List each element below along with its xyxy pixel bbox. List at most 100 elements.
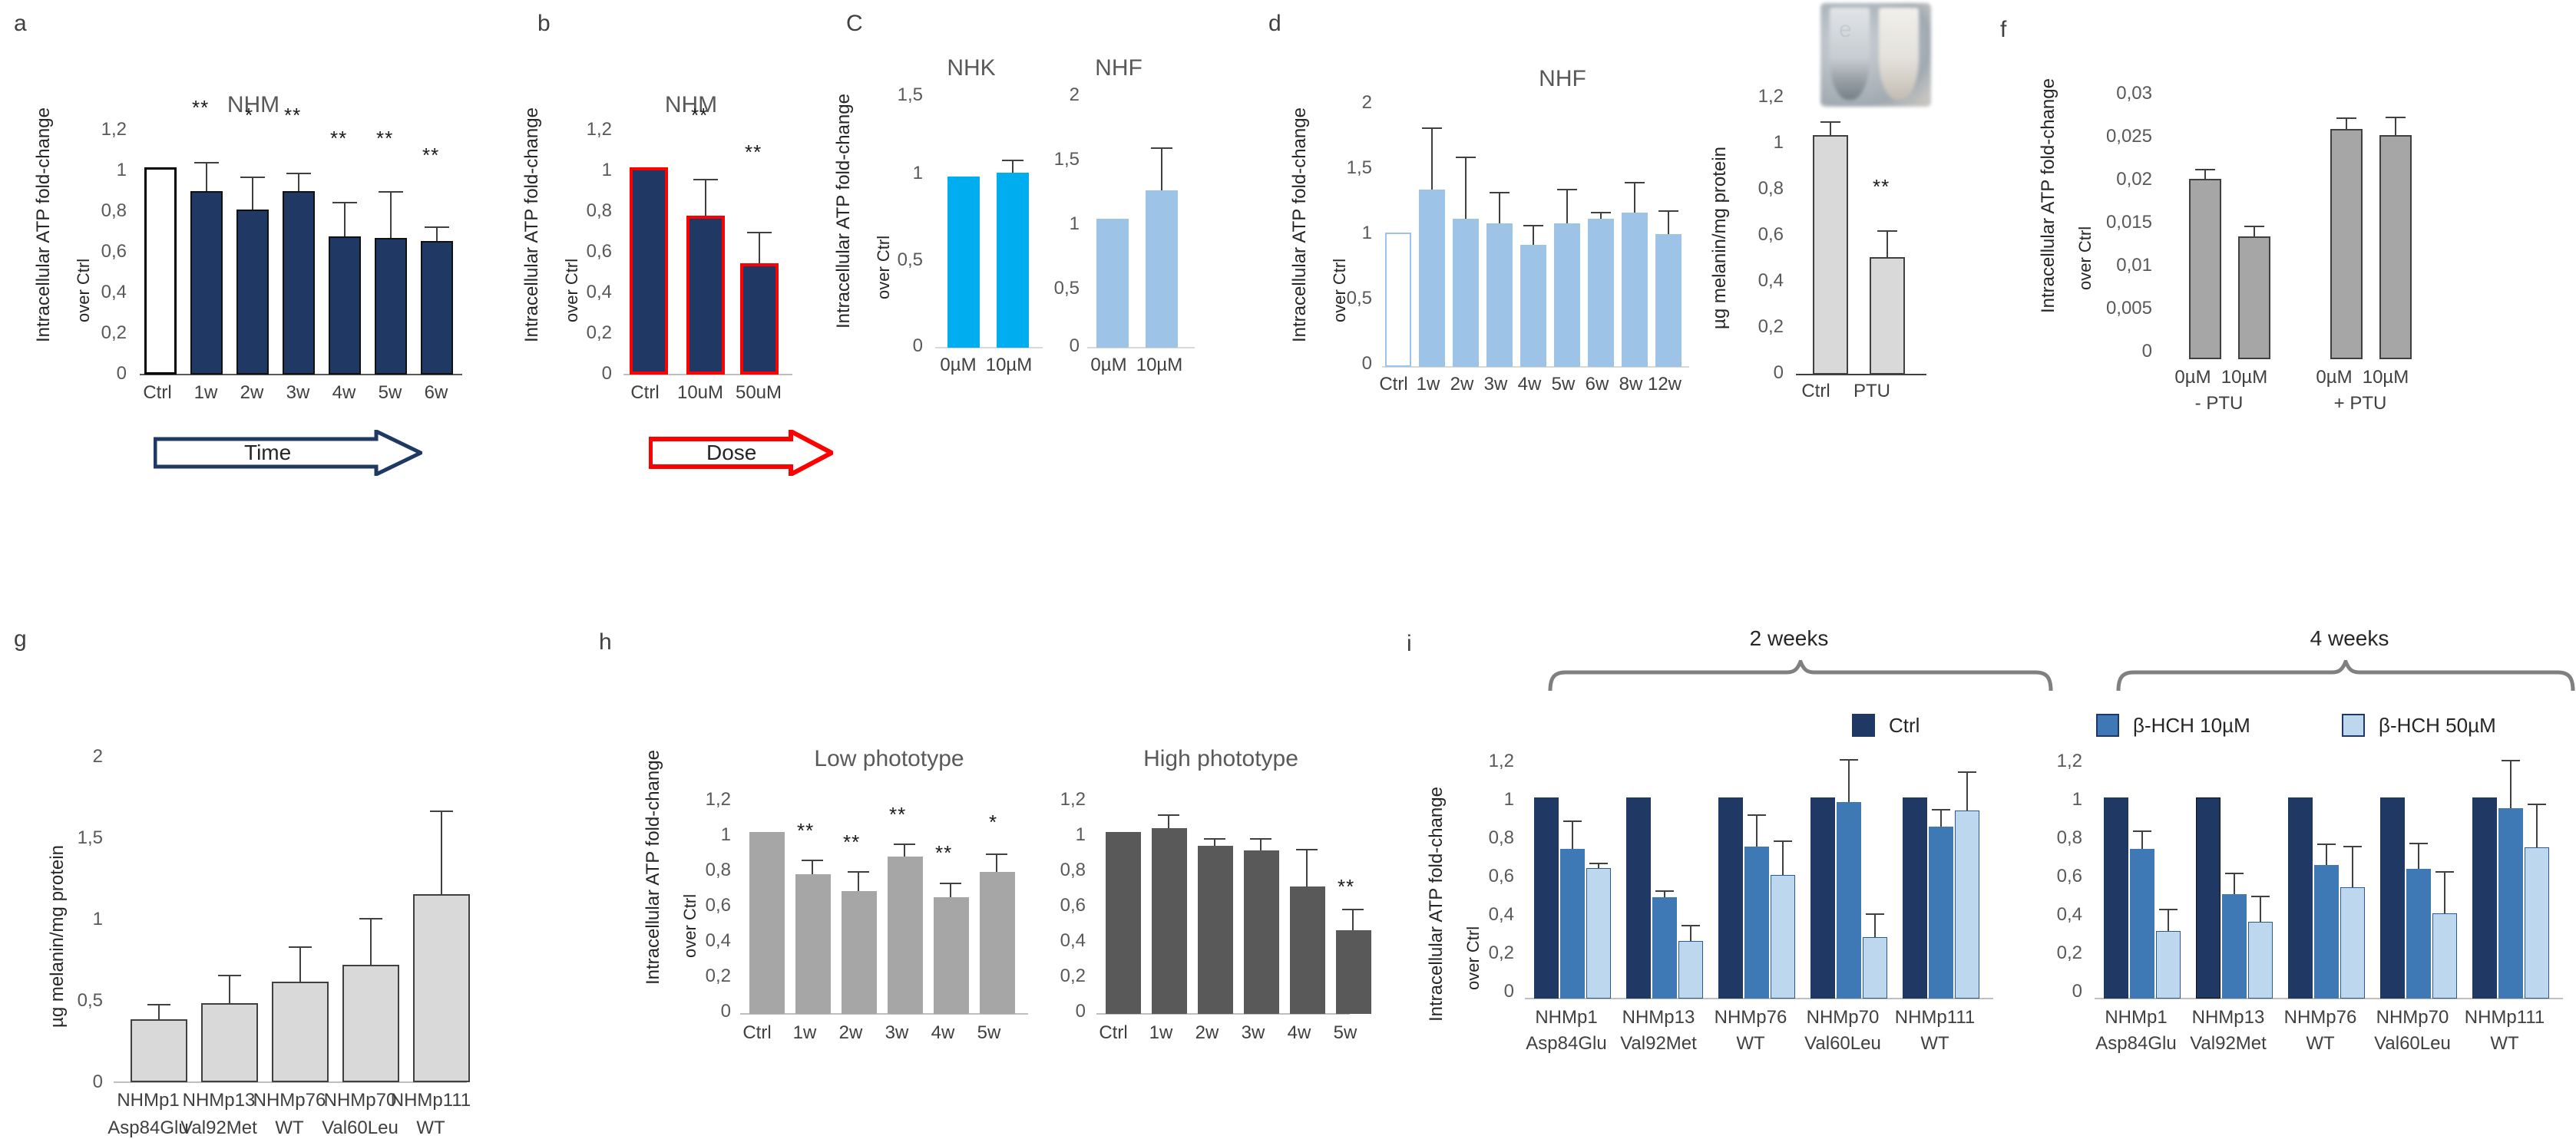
error-cap [1589, 863, 1608, 864]
error-bar [1966, 772, 1968, 811]
panel-i-left-xtick: NHMp70 [1806, 1007, 1880, 1028]
panel-c-left-ytick: 1,5 [897, 84, 923, 105]
bar-bhch50 [2248, 922, 2273, 999]
bar-bhch50 [1863, 937, 1887, 999]
error-bar [858, 872, 859, 891]
panel-d-xtick: 1w [1416, 374, 1440, 395]
panel-b-title: NHM [664, 92, 718, 117]
error-cap [379, 191, 403, 193]
brace-2weeks [1547, 656, 2054, 696]
error-bar [2234, 873, 2235, 894]
panel-h-letter: h [599, 629, 612, 655]
bar-ctrl [1106, 832, 1141, 1014]
bar-5w [980, 872, 1015, 1014]
tube-right [1879, 8, 1919, 100]
panel-c-right-ytick: 0,5 [1053, 278, 1080, 299]
panel-h-right-xtick: Ctrl [1099, 1022, 1128, 1043]
error-bar [1782, 841, 1784, 875]
error-bar [1306, 850, 1308, 886]
bar-bhch50 [2156, 931, 2181, 999]
error-cap [2159, 909, 2178, 910]
bar-ctrl [1626, 797, 1651, 999]
panel-i-left-xtick: NHMp1 [1535, 1007, 1598, 1028]
x-axis [1382, 366, 1689, 368]
panel-i-right-ytick: 1,2 [2056, 751, 2082, 771]
error-cap [1591, 212, 1611, 213]
significance-marker: ** [330, 127, 348, 150]
panel-i-right-xsublabel: WT [2490, 1033, 2519, 1054]
x-axis [740, 1013, 1028, 1015]
panel-a-xtick: 6w [424, 382, 448, 403]
panel-h-right-xtick: 5w [1333, 1022, 1357, 1043]
bar-ptu [1870, 257, 1905, 375]
panel-h-left-xtick: 2w [838, 1022, 863, 1043]
x-axis [623, 374, 792, 375]
panel-e-ytick: 1,2 [1758, 86, 1784, 107]
dose-arrow-icon [648, 428, 837, 478]
bar-minusptu-0um [2189, 179, 2221, 359]
legend-swatch-bhch50 [2342, 714, 2365, 737]
error-cap [425, 226, 449, 228]
panel-c-right-ytick: 1,5 [1053, 149, 1080, 170]
panel-c-right-title: NHF [1095, 55, 1143, 81]
error-cap [2409, 843, 2428, 844]
group-label-4weeks: 4 weeks [2310, 626, 2389, 650]
error-bar [1012, 160, 1014, 173]
bar-3w [283, 191, 315, 375]
error-bar [1940, 810, 1942, 827]
bar-ctrl [2380, 797, 2405, 999]
bar-bhch10 [2222, 894, 2247, 999]
error-bar [2204, 170, 2206, 179]
significance-marker: ** [745, 140, 762, 163]
bar-1w [1152, 828, 1187, 1014]
error-bar [2254, 226, 2255, 236]
panel-c-left-xtick: 0µM [940, 355, 977, 375]
brace-icon [2116, 656, 2575, 692]
bar-nhmp1 [131, 1019, 187, 1082]
error-bar [2510, 761, 2512, 808]
panel-f-group: + PTU [2333, 393, 2387, 414]
error-bar [1634, 183, 1635, 213]
panel-e-ytick: 0 [1773, 362, 1784, 383]
panel-g-ytick: 2 [92, 746, 103, 767]
dose-arrow [648, 428, 837, 478]
panel-h-left-plot: ** ** ** ** * [740, 795, 1028, 1015]
error-bar [441, 811, 442, 894]
error-cap [2251, 896, 2270, 897]
error-cap [1625, 182, 1645, 183]
panel-g-xtick: NHMp111 [390, 1090, 471, 1111]
error-bar [1668, 211, 1669, 234]
bar-5w [1336, 930, 1371, 1014]
panel-h-left-ytick: 0,8 [705, 860, 731, 880]
panel-a-ytick: 0,8 [101, 200, 127, 221]
panel-d-xtick: 12w [1647, 374, 1682, 395]
bar-bhch10 [2130, 849, 2154, 999]
panel-h-right-title: High phototype [1143, 746, 1298, 771]
panel-i-left-ytick: 0,4 [1488, 904, 1514, 925]
panel-i-right-xtick: NHMp13 [2191, 1007, 2265, 1028]
bar-bhch10 [2498, 808, 2523, 999]
bar-50um [740, 263, 779, 375]
x-axis [1096, 1013, 1350, 1015]
error-bar [950, 883, 951, 897]
bar-4w [1290, 886, 1325, 1014]
panel-h-right-plot: ** [1096, 795, 1384, 1015]
bar-4w [934, 897, 969, 1014]
error-bar [1830, 122, 1831, 135]
panel-i-left-xsublabel: Asp84Glu [1526, 1033, 1607, 1054]
bar-2w [842, 891, 877, 1014]
panel-c-right-ytick: 2 [1069, 84, 1080, 105]
bar-ctrl [1385, 233, 1411, 367]
error-bar [206, 163, 207, 191]
panel-g-ytick: 0 [92, 1071, 103, 1092]
bar-10um [997, 173, 1029, 348]
panel-f-ytick: 0,02 [2116, 169, 2152, 190]
panel-h-left-ytick: 0,2 [705, 966, 731, 986]
panel-a-xtick: 5w [378, 382, 402, 403]
bar-bhch10 [2406, 869, 2431, 999]
error-cap [286, 173, 311, 174]
panel-e: e µg melanin/mg protein 1,2 1 0,8 0,6 0,… [1685, 0, 1992, 430]
panel-c-right-plot [1087, 91, 1195, 348]
bar-minusptu-10um [2238, 236, 2270, 359]
panel-g-xtick: NHMp70 [323, 1090, 397, 1111]
